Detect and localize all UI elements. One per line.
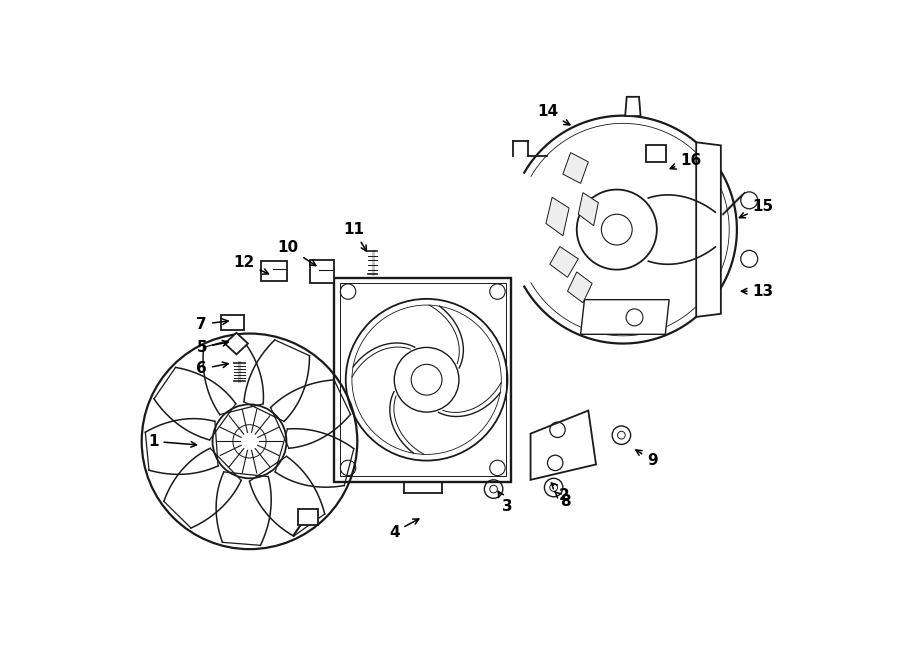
Text: 1: 1 bbox=[148, 434, 196, 449]
Text: 6: 6 bbox=[196, 361, 229, 377]
Text: 15: 15 bbox=[740, 199, 774, 218]
Bar bbox=[339, 283, 506, 477]
FancyBboxPatch shape bbox=[646, 145, 666, 162]
FancyBboxPatch shape bbox=[221, 315, 244, 330]
FancyBboxPatch shape bbox=[310, 260, 334, 283]
FancyBboxPatch shape bbox=[298, 509, 318, 525]
Text: 16: 16 bbox=[670, 153, 701, 169]
Polygon shape bbox=[568, 272, 592, 303]
Polygon shape bbox=[697, 142, 721, 317]
Polygon shape bbox=[225, 333, 248, 354]
Polygon shape bbox=[550, 246, 579, 277]
Text: 7: 7 bbox=[196, 317, 228, 332]
Text: 14: 14 bbox=[537, 105, 570, 125]
Polygon shape bbox=[580, 300, 669, 334]
Text: 13: 13 bbox=[742, 284, 774, 299]
Text: 3: 3 bbox=[499, 491, 513, 514]
Polygon shape bbox=[562, 152, 589, 183]
Text: 12: 12 bbox=[233, 255, 268, 274]
Polygon shape bbox=[579, 193, 599, 226]
Text: 8: 8 bbox=[555, 492, 571, 509]
FancyBboxPatch shape bbox=[261, 261, 287, 281]
Text: 5: 5 bbox=[196, 340, 229, 355]
Polygon shape bbox=[530, 410, 596, 480]
Text: 9: 9 bbox=[636, 450, 658, 468]
Text: 4: 4 bbox=[389, 519, 419, 540]
Text: 11: 11 bbox=[343, 222, 366, 251]
Polygon shape bbox=[626, 97, 641, 116]
Polygon shape bbox=[546, 197, 569, 236]
Bar bbox=[334, 278, 511, 482]
Text: 2: 2 bbox=[552, 483, 569, 502]
Text: 10: 10 bbox=[277, 240, 316, 265]
